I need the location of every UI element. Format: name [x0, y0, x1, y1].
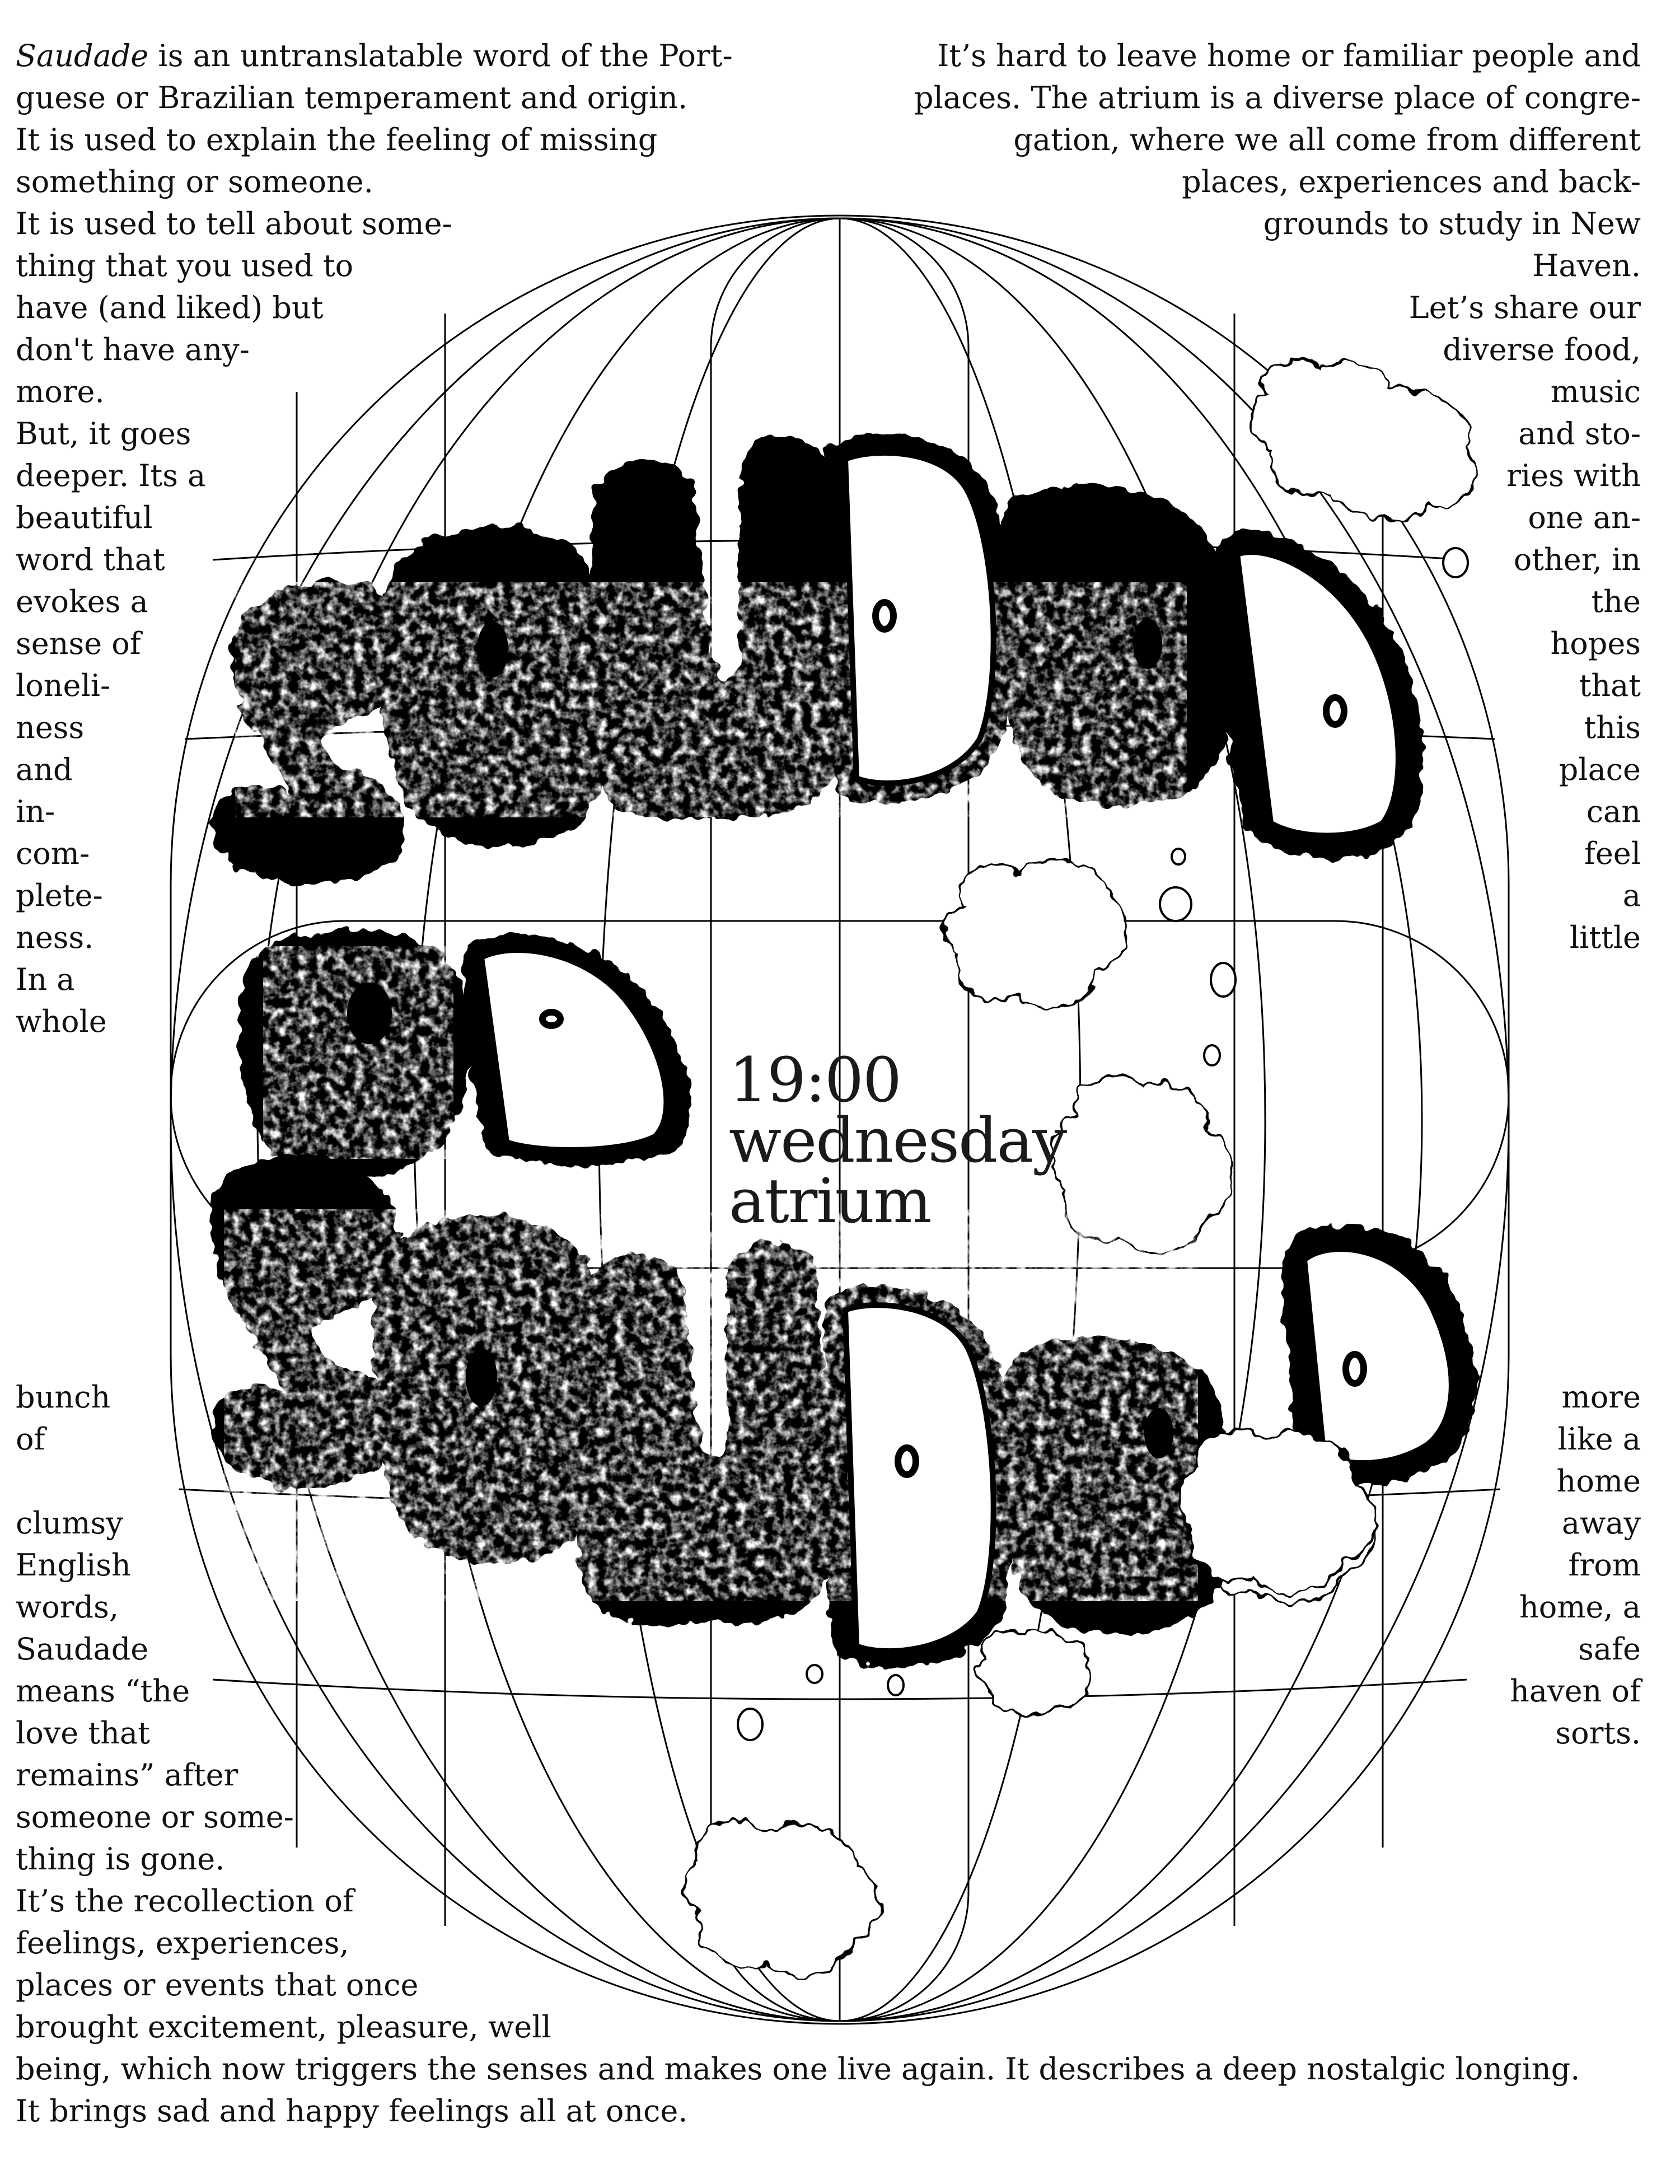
text-line: of — [16, 1421, 45, 1457]
text-line: that — [1579, 668, 1641, 703]
text-line: words, — [16, 1589, 119, 1625]
text-line: can — [1586, 794, 1641, 829]
text-line: away — [1561, 1505, 1641, 1541]
event-details: 19:00 wednesday atrium — [729, 1044, 1067, 1237]
text-line: ness. — [16, 920, 94, 955]
text-line: plete- — [16, 878, 103, 913]
lower-text-right: more like a home away from home, a safe … — [1510, 1376, 1641, 1754]
text-line: sense of — [16, 626, 141, 661]
text-line: more — [1561, 1379, 1641, 1415]
text-line: the — [1591, 584, 1641, 619]
text-line: But, it goes — [16, 416, 191, 451]
saudade-lettering — [210, 434, 1476, 1667]
text-line: is an untranslatable word of the Port- — [148, 38, 733, 73]
text-line: little — [1569, 920, 1641, 955]
text-line: beautiful — [16, 500, 153, 535]
text-line: love that — [16, 1715, 150, 1751]
text-line: Haven. — [1532, 248, 1641, 283]
letter-row-top — [213, 434, 1424, 885]
text-line: this — [1584, 710, 1641, 745]
text-line: It is used to tell about some- — [16, 206, 452, 241]
text-line: gation, where we all come from different — [1013, 122, 1641, 157]
text-line: and sto- — [1518, 416, 1641, 451]
text-line: remains” after — [16, 1757, 238, 1793]
text-line: brought excitement, pleasure, well — [16, 2009, 551, 2045]
text-line: one an- — [1528, 500, 1641, 535]
lower-text-left: bunch of clumsy English words, Saudade m… — [16, 1376, 1580, 2132]
text-line: other, in — [1513, 542, 1641, 577]
letter-row-bottom — [210, 1154, 1476, 1667]
text-line: feelings, experiences, — [16, 1925, 349, 1961]
text-line: haven of — [1510, 1673, 1641, 1709]
text-line — [16, 1460, 1580, 1502]
text-line: being, which now triggers the senses and… — [16, 2051, 1580, 2087]
text-line: It brings sad and happy feelings all at … — [16, 2093, 688, 2129]
intro-text-right: It’s hard to leave home or familiar peop… — [914, 35, 1641, 958]
text-line: diverse food, — [1443, 332, 1641, 367]
text-line: places, experiences and back- — [1182, 164, 1641, 199]
text-line: thing is gone. — [16, 1841, 225, 1877]
text-line: music — [1550, 374, 1641, 409]
text-line: bunch — [16, 1379, 111, 1415]
intro-text-left: Saudade is an untranslatable word of the… — [16, 35, 733, 1042]
text-line: safe — [1578, 1631, 1641, 1667]
text-line: Let’s share our — [1408, 290, 1641, 325]
text-line: hopes — [1550, 626, 1641, 661]
text-line: in- — [16, 794, 55, 829]
event-time: 19:00 — [729, 1044, 902, 1116]
text-line: feel — [1584, 836, 1641, 871]
text-line: like a — [1557, 1421, 1641, 1457]
text-line: word that — [16, 542, 165, 577]
text-line: more. — [16, 374, 105, 409]
text-line: ries with — [1506, 458, 1641, 493]
text-line: place — [1559, 752, 1641, 787]
text-line: places or events that once — [16, 1967, 419, 2003]
text-line: sorts. — [1555, 1715, 1641, 1751]
text-line: and — [16, 752, 73, 787]
text-line: It’s hard to leave home or familiar peop… — [937, 38, 1641, 73]
text-line: a — [1622, 878, 1641, 913]
text-line: whole — [16, 1004, 107, 1039]
text-line: home — [1556, 1463, 1641, 1499]
event-place: atrium — [729, 1165, 932, 1237]
text-line: English — [16, 1547, 131, 1583]
text-line: someone or some- — [16, 1799, 294, 1835]
text-line: loneli- — [16, 668, 111, 703]
text-line: thing that you used to — [16, 248, 354, 283]
text-line: places. The atrium is a diverse place of… — [914, 80, 1641, 115]
text-line: from — [1568, 1547, 1641, 1583]
text-line: In a — [16, 962, 75, 997]
text-line: guese or Brazilian temperament and origi… — [16, 80, 687, 115]
text-line: means “the — [16, 1673, 190, 1709]
intro-first-line: Saudade is an untranslatable word of the… — [16, 35, 733, 77]
letter-row-middle — [238, 929, 691, 1176]
text-line: Saudade — [16, 1631, 149, 1667]
text-line: It is used to explain the feeling of mis… — [16, 122, 658, 157]
text-line: something or someone. — [16, 164, 373, 199]
text-line: grounds to study in New — [1263, 206, 1641, 241]
event-day: wednesday — [729, 1105, 1067, 1176]
text-line: ness — [16, 710, 85, 745]
text-line: home, a — [1519, 1589, 1641, 1625]
italic-word: Saudade — [16, 38, 149, 73]
cloud-bubble — [1177, 1430, 1377, 1593]
text-line: evokes a — [16, 584, 148, 619]
text-line: deeper. Its a — [16, 458, 206, 493]
text-line: have (and liked) but — [16, 290, 324, 325]
text-line: clumsy — [16, 1505, 123, 1541]
text-line: com- — [16, 836, 90, 871]
text-line: don't have any- — [16, 332, 250, 367]
text-line: It’s the recollection of — [16, 1883, 354, 1919]
